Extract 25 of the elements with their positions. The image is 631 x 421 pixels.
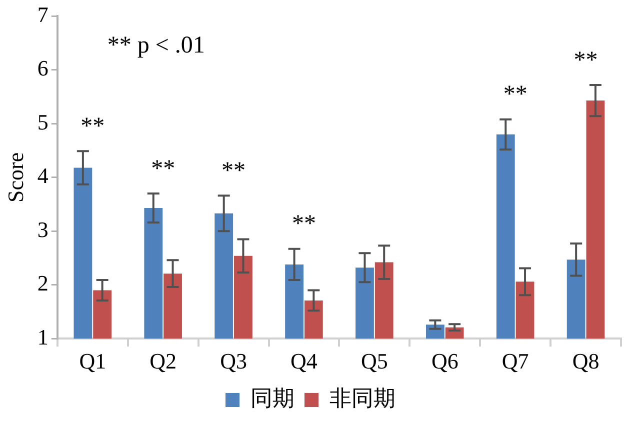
annotation: ** — [503, 82, 528, 108]
legend-label: 非同期 — [330, 386, 396, 412]
annotation: ** — [222, 158, 246, 184]
y-tick-label: 2 — [37, 270, 48, 296]
y-tick-label: 6 — [37, 56, 48, 81]
x-tick-label: Q5 — [360, 348, 388, 374]
y-tick-label: 4 — [37, 163, 48, 188]
x-tick-label: Q1 — [79, 348, 106, 374]
annotation: ** — [80, 113, 105, 140]
y-axis-title: Score — [2, 152, 28, 202]
y-tick-label: 1 — [37, 324, 48, 350]
x-tick-label: Q4 — [290, 348, 318, 374]
legend-label: 同期 — [250, 386, 294, 412]
y-tick-label: 5 — [37, 109, 48, 134]
annotation: ** p < .01 — [107, 32, 205, 58]
x-tick-label: Q6 — [431, 348, 458, 374]
x-tick-label: Q2 — [150, 348, 177, 374]
x-tick-label: Q8 — [572, 348, 600, 374]
annotation: ** — [151, 156, 176, 182]
y-tick-label: 7 — [37, 2, 48, 27]
annotation: ** — [292, 211, 316, 238]
x-tick-label: Q3 — [220, 348, 247, 374]
x-tick-label: Q7 — [502, 348, 529, 374]
y-tick-label: 3 — [37, 216, 48, 242]
annotation: ** — [574, 47, 598, 74]
